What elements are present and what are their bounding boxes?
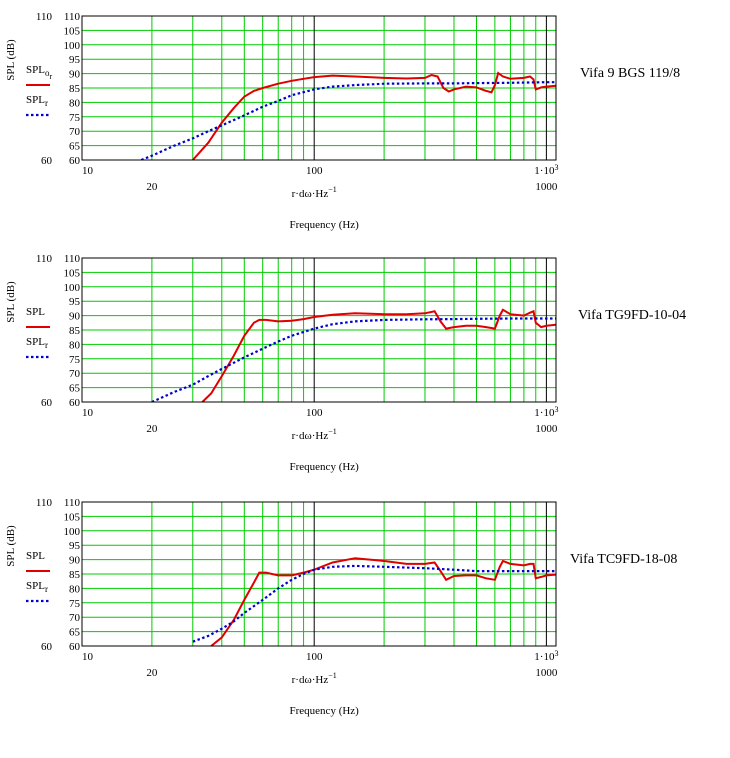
x-tick-label-alt: 20 (146, 667, 158, 679)
y-tick-label: 105 (64, 267, 81, 279)
series-line-2 (151, 317, 556, 402)
series-line-1 (192, 71, 556, 160)
series-line-1 (210, 557, 556, 646)
y-tick-label-outer: 110 (36, 253, 53, 265)
y-tick-label: 65 (69, 627, 81, 639)
x-tick-label-alt: 20 (146, 423, 158, 435)
legend-label: SPL (26, 550, 45, 562)
legend: SPL SPLr (26, 306, 50, 359)
y-tick-label: 105 (64, 25, 81, 37)
x-axis-label: Frequency (Hz) (290, 219, 360, 231)
y-tick-label: 100 (64, 526, 81, 538)
y-tick-label-outer: 110 (36, 497, 53, 509)
legend-label: SPLor (26, 64, 52, 81)
x-tick-label: 1·103 (534, 163, 558, 177)
y-tick-label: 110 (64, 497, 81, 509)
y-tick-label: 100 (64, 40, 81, 52)
chart-title: Vifa 9 BGS 119/8 (580, 66, 680, 81)
y-tick-label: 105 (64, 511, 81, 523)
chart-1: 60 65 70 75 80 85 90 95 100 105 110 60 110 SPL (dB) SP… (5, 11, 680, 231)
chart-2: 60 65 70 75 80 85 90 95 100 105 110 60 110 SPL (dB) SP… (5, 253, 686, 473)
y-tick-label: 95 (69, 296, 81, 308)
x-tick-label: 10 (82, 651, 94, 663)
x-tick-label-alt: 20 (146, 181, 158, 193)
series-line-2 (140, 81, 556, 160)
y-tick-label-outer: 110 (36, 11, 53, 23)
y-tick-label: 75 (69, 112, 81, 124)
legend-label: SPLr (26, 580, 48, 594)
y-axis-label: SPL (dB) (5, 525, 17, 567)
chart-title: Vifa TG9FD-10-04 (578, 308, 686, 323)
legend-label: SPLr (26, 94, 48, 108)
x-tick-label-alt: 1000 (535, 423, 558, 435)
x-tick-label: 10 (82, 165, 94, 177)
y-tick-label: 60 (69, 641, 81, 653)
y-tick-label: 85 (69, 569, 81, 581)
y-tick-label: 85 (69, 83, 81, 95)
y-tick-label: 80 (69, 339, 81, 351)
y-tick-label: 70 (69, 126, 81, 138)
y-tick-label: 100 (64, 282, 81, 294)
legend: SPLor SPLr (26, 64, 52, 117)
chart-title: Vifa TC9FD-18-08 (570, 552, 677, 567)
x-tick-label: 1·103 (534, 405, 558, 419)
y-tick-label: 85 (69, 325, 81, 337)
series-line-2 (192, 564, 556, 643)
plot-frame (81, 15, 557, 161)
y-tick-label: 80 (69, 583, 81, 595)
y-tick-label: 95 (69, 54, 81, 66)
x-tick-label-alt: 1000 (535, 667, 558, 679)
legend-label: SPLr (26, 336, 48, 350)
y-tick-label: 90 (69, 555, 81, 567)
y-tick-label: 70 (69, 612, 81, 624)
y-tick-label-outer: 60 (41, 155, 53, 167)
y-tick-label: 65 (69, 383, 81, 395)
x-axis-label: Frequency (Hz) (290, 461, 360, 473)
y-tick-label-outer: 60 (41, 641, 53, 653)
x-tick-label: 100 (306, 165, 323, 177)
x-tick-label-alt: 1000 (535, 181, 558, 193)
y-tick-label: 90 (69, 311, 81, 323)
y-tick-label-outer: 60 (41, 397, 53, 409)
y-tick-label: 75 (69, 354, 81, 366)
legend: SPL SPLr (26, 550, 50, 603)
y-tick-label: 110 (64, 11, 81, 23)
plot-frame (81, 257, 557, 403)
y-tick-label: 65 (69, 141, 81, 153)
x-expression-label: r·dω·Hz−1 (292, 671, 337, 686)
x-expression-label: r·dω·Hz−1 (292, 427, 337, 442)
y-tick-label: 80 (69, 97, 81, 109)
grid (82, 502, 556, 646)
y-tick-label: 90 (69, 69, 81, 81)
plot-frame (81, 501, 557, 647)
y-axis-label: SPL (dB) (5, 39, 17, 81)
y-tick-label: 60 (69, 155, 81, 167)
x-tick-label: 1·103 (534, 649, 558, 663)
y-tick-label: 70 (69, 368, 81, 380)
grid (82, 16, 556, 160)
x-tick-label: 10 (82, 407, 94, 419)
y-tick-label: 75 (69, 598, 81, 610)
grid (82, 258, 556, 402)
y-tick-label: 110 (64, 253, 81, 265)
y-tick-label: 60 (69, 397, 81, 409)
series-line-1 (201, 308, 556, 402)
x-expression-label: r·dω·Hz−1 (292, 185, 337, 200)
x-axis-label: Frequency (Hz) (290, 705, 360, 717)
legend-label: SPL (26, 306, 45, 318)
x-tick-label: 100 (306, 651, 323, 663)
y-axis-label: SPL (dB) (5, 281, 17, 323)
x-tick-label: 100 (306, 407, 323, 419)
chart-3: 60 65 70 75 80 85 90 95 100 105 110 60 110 SPL (dB) SP… (5, 497, 677, 717)
y-tick-label: 95 (69, 540, 81, 552)
